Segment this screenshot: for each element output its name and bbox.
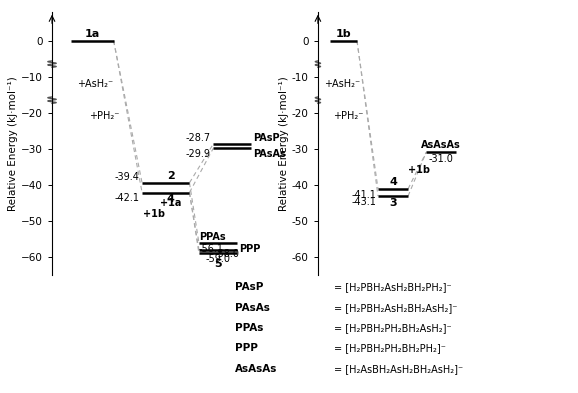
Text: 3: 3 bbox=[389, 198, 397, 208]
Text: PPP: PPP bbox=[235, 343, 257, 353]
Text: -59.0: -59.0 bbox=[205, 254, 231, 264]
Text: PAsAs: PAsAs bbox=[254, 149, 286, 159]
Text: 1a: 1a bbox=[85, 29, 100, 39]
Text: = [H₂PBH₂AsH₂BH₂AsH₂]⁻: = [H₂PBH₂AsH₂BH₂AsH₂]⁻ bbox=[334, 303, 457, 313]
Text: +AsH₂⁻: +AsH₂⁻ bbox=[324, 79, 360, 89]
Text: 5: 5 bbox=[214, 259, 222, 269]
Text: -58.0: -58.0 bbox=[214, 249, 239, 259]
Text: = [H₂PBH₂PH₂BH₂PH₂]⁻: = [H₂PBH₂PH₂BH₂PH₂]⁻ bbox=[334, 343, 446, 353]
Text: = [H₂AsBH₂AsH₂BH₂AsH₂]⁻: = [H₂AsBH₂AsH₂BH₂AsH₂]⁻ bbox=[334, 364, 462, 374]
Text: 2: 2 bbox=[166, 171, 175, 181]
Text: -43.1: -43.1 bbox=[351, 197, 376, 207]
Text: +PH₂⁻: +PH₂⁻ bbox=[89, 111, 119, 121]
Text: -29.9: -29.9 bbox=[186, 149, 211, 159]
Text: AsAsAs: AsAsAs bbox=[421, 140, 461, 150]
Text: PPP: PPP bbox=[239, 244, 261, 254]
Text: +1b: +1b bbox=[143, 209, 165, 219]
Text: PAsP: PAsP bbox=[235, 282, 263, 292]
Text: AsAsAs: AsAsAs bbox=[235, 364, 277, 374]
Text: +AsH₂⁻: +AsH₂⁻ bbox=[77, 79, 113, 89]
Text: PAsP: PAsP bbox=[254, 133, 280, 143]
Text: PAsAs: PAsAs bbox=[235, 303, 269, 313]
Text: -31.0: -31.0 bbox=[429, 154, 454, 163]
Text: +1b: +1b bbox=[407, 165, 429, 176]
Y-axis label: Relative Energy (kJ·mol⁻¹): Relative Energy (kJ·mol⁻¹) bbox=[279, 76, 289, 211]
Text: -39.4: -39.4 bbox=[115, 172, 140, 182]
Text: -28.7: -28.7 bbox=[186, 133, 211, 143]
Text: 4: 4 bbox=[389, 178, 397, 187]
Text: -41.1: -41.1 bbox=[351, 189, 376, 200]
Text: = [H₂PBH₂AsH₂BH₂PH₂]⁻: = [H₂PBH₂AsH₂BH₂PH₂]⁻ bbox=[334, 282, 451, 292]
Text: +PH₂⁻: +PH₂⁻ bbox=[333, 111, 363, 121]
Text: -56.1: -56.1 bbox=[199, 244, 224, 254]
Text: +1a: +1a bbox=[160, 198, 181, 208]
Text: PPAs: PPAs bbox=[199, 231, 225, 242]
Text: 1b: 1b bbox=[336, 29, 351, 39]
Y-axis label: Relative Energy (kJ·mol⁻¹): Relative Energy (kJ·mol⁻¹) bbox=[8, 76, 18, 211]
Text: -42.1: -42.1 bbox=[114, 193, 140, 203]
Text: 4: 4 bbox=[166, 194, 175, 204]
Text: PPAs: PPAs bbox=[235, 323, 263, 333]
Text: = [H₂PBH₂PH₂BH₂AsH₂]⁻: = [H₂PBH₂PH₂BH₂AsH₂]⁻ bbox=[334, 323, 451, 333]
